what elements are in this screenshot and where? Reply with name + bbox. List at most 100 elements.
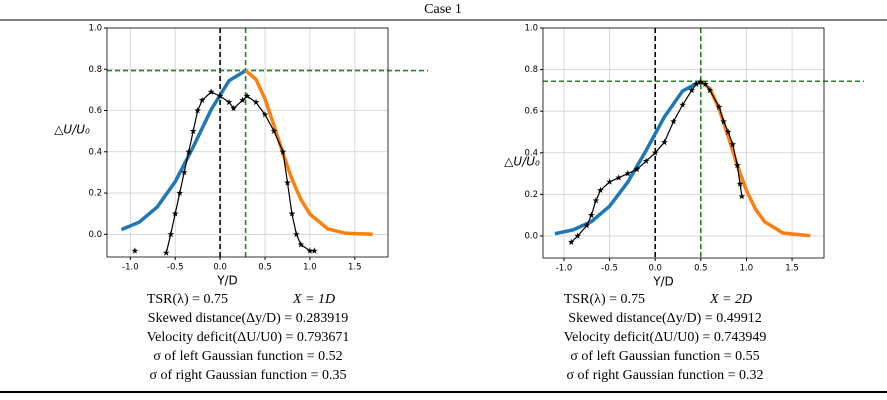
marker	[311, 247, 318, 254]
x-tick-label: 0.0	[213, 263, 227, 273]
marker	[592, 197, 600, 204]
caption-x: X = 2D	[709, 292, 752, 307]
series-line	[554, 79, 702, 236]
caption-line: σ of left Gaussian function = 0.52	[153, 349, 342, 364]
marker	[131, 247, 139, 254]
marker	[167, 230, 175, 238]
x-axis-label: Y/D	[216, 274, 238, 288]
title: Case 1	[424, 2, 462, 17]
marker	[574, 232, 581, 239]
series-line	[244, 69, 373, 237]
x-tick-label: -1.0	[122, 263, 139, 273]
marker	[597, 186, 604, 193]
marker	[588, 211, 595, 218]
marker	[189, 127, 197, 134]
marker	[297, 241, 305, 248]
marker	[261, 111, 269, 118]
x-tick-label: -0.5	[167, 263, 184, 273]
marker	[715, 103, 723, 110]
marker	[198, 96, 206, 103]
marker	[688, 86, 695, 94]
caption-line: Velocity deficit(ΔU/U0) = 0.743949	[564, 330, 767, 345]
series-line	[165, 91, 315, 254]
y-tick-label: 0.0	[88, 230, 102, 240]
marker	[279, 148, 287, 155]
marker	[162, 249, 170, 256]
marker	[216, 92, 224, 99]
marker	[568, 238, 575, 245]
marker	[624, 170, 632, 177]
marker	[225, 98, 233, 106]
x-tick-label: 1.5	[348, 263, 362, 273]
y-tick-label: 0.4	[524, 148, 538, 158]
caption-tsr: TSR(λ) = 0.75	[564, 292, 645, 307]
marker	[706, 86, 714, 94]
marker	[729, 141, 737, 148]
caption-line: σ of right Gaussian function = 0.35	[149, 368, 346, 383]
marker	[720, 118, 727, 125]
marker	[243, 92, 251, 99]
marker	[239, 96, 246, 103]
marker	[661, 138, 668, 146]
y-tick-label: 0.8	[88, 65, 102, 75]
marker	[176, 189, 183, 196]
y-axis-label: △U/U₀	[54, 123, 90, 137]
caption-line: σ of left Gaussian function = 0.55	[570, 349, 759, 364]
marker	[736, 180, 744, 187]
marker	[288, 210, 296, 217]
x-tick-label: 0.5	[694, 264, 708, 274]
series-line	[120, 69, 247, 232]
y-tick-label: 1.0	[524, 24, 538, 34]
marker	[270, 127, 278, 134]
plot-frame	[542, 27, 825, 259]
marker	[194, 107, 201, 114]
marker	[606, 178, 613, 185]
marker	[702, 80, 709, 87]
x-tick-label: 0.0	[648, 264, 662, 274]
marker	[724, 128, 732, 135]
marker	[252, 98, 260, 106]
x-tick-label: -0.5	[601, 264, 618, 274]
x-axis-label: Y/D	[652, 275, 674, 289]
caption-tsr: TSR(λ) = 0.75	[147, 292, 228, 307]
marker	[284, 179, 291, 186]
y-tick-label: 0.2	[524, 190, 538, 200]
y-tick-label: 0.0	[524, 231, 538, 241]
marker	[670, 118, 677, 125]
marker	[171, 210, 179, 217]
x-tick-label: -1.0	[556, 264, 573, 274]
marker	[642, 157, 650, 164]
marker	[692, 80, 700, 87]
marker	[615, 174, 623, 181]
marker	[734, 161, 741, 169]
caption-line: σ of right Gaussian function = 0.32	[566, 368, 763, 383]
y-tick-label: 0.4	[88, 147, 102, 157]
marker	[180, 168, 188, 176]
marker	[207, 88, 215, 95]
caption-line: Skewed distance(Δy/D) = 0.49912	[568, 311, 761, 326]
caption-x: X = 1D	[292, 292, 335, 307]
caption-line: Skewed distance(Δy/D) = 0.283919	[148, 311, 348, 326]
x-tick-label: 1.0	[303, 263, 317, 273]
marker	[583, 222, 591, 229]
plot-frame	[106, 27, 389, 258]
y-tick-label: 0.8	[524, 65, 538, 75]
marker	[738, 192, 746, 200]
marker	[633, 165, 641, 173]
y-tick-label: 0.6	[88, 106, 102, 116]
marker	[679, 101, 686, 108]
marker	[293, 230, 300, 238]
y-axis-label: △U/U₀	[504, 155, 540, 169]
caption-line: Velocity deficit(ΔU/U0) = 0.793671	[147, 330, 350, 345]
marker	[306, 247, 314, 254]
marker	[697, 78, 705, 85]
y-tick-label: 1.0	[88, 24, 102, 34]
x-tick-label: 1.0	[740, 264, 754, 274]
y-tick-label: 0.2	[88, 189, 102, 199]
marker	[185, 148, 192, 155]
marker	[230, 105, 237, 112]
marker	[651, 149, 659, 156]
x-tick-label: 0.5	[258, 263, 272, 273]
x-tick-label: 1.5	[785, 264, 799, 274]
